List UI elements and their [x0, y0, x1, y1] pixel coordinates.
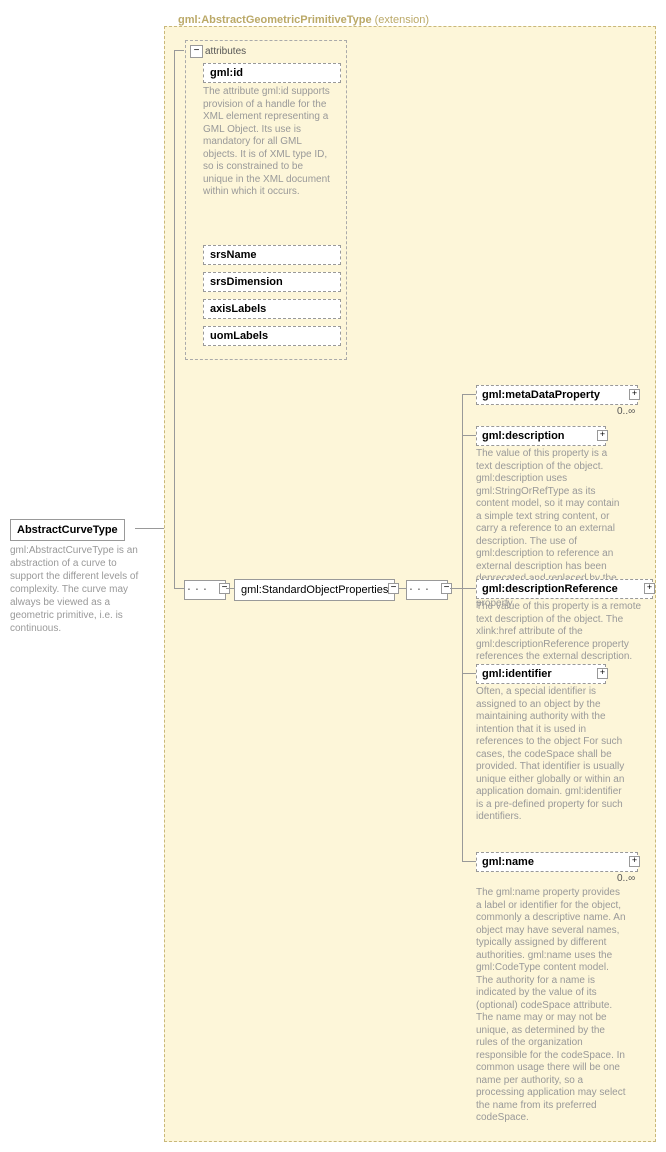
connector [174, 50, 184, 51]
connector [462, 394, 463, 862]
extension-suffix: (extension) [375, 14, 429, 26]
attr-axislabels: axisLabels [203, 299, 341, 319]
elem-name-desc: The gml:name property provides a label o… [476, 887, 626, 1125]
root-type-label: AbstractCurveType [17, 524, 118, 536]
attr-srsdimension: srsDimension [203, 272, 341, 292]
connector [174, 50, 175, 528]
connector [462, 435, 476, 436]
attr-uomlabels: uomLabels [203, 326, 341, 346]
elem-identifier: gml:identifier [476, 664, 606, 684]
attr-gml-id-desc: The attribute gml:id supports provision … [203, 86, 331, 199]
diagram-canvas: gml:AbstractGeometricPrimitiveType (exte… [0, 0, 666, 1152]
connector [462, 588, 476, 589]
extension-type-name: gml:AbstractGeometricPrimitiveType [178, 14, 372, 26]
connector [462, 861, 476, 862]
standard-obj-props-box: gml:StandardObjectProperties [234, 579, 395, 601]
expand-icon[interactable]: + [629, 389, 640, 400]
root-type-box: AbstractCurveType [10, 519, 125, 541]
collapse-icon[interactable]: − [190, 45, 203, 58]
elem-description: gml:description [476, 426, 606, 446]
connector [462, 673, 476, 674]
elem-descriptionreference-desc: The value of this property is a remote t… [476, 601, 646, 664]
elem-descriptionreference: gml:descriptionReference [476, 579, 653, 599]
standard-obj-props-label: gml:StandardObjectProperties [241, 584, 388, 596]
connector [135, 528, 164, 529]
extension-label: gml:AbstractGeometricPrimitiveType (exte… [178, 14, 429, 26]
elem-metadataproperty: gml:metaDataProperty [476, 385, 638, 405]
root-type-desc: gml:AbstractCurveType is an abstraction … [10, 544, 148, 635]
cardinality: 0..∞ [617, 406, 635, 417]
expand-icon[interactable]: + [597, 668, 608, 679]
attr-srsname: srsName [203, 245, 341, 265]
expand-icon[interactable]: + [644, 583, 655, 594]
expand-icon[interactable]: + [597, 430, 608, 441]
attr-gml-id: gml:id [203, 63, 341, 83]
cardinality: 0..∞ [617, 873, 635, 884]
connector [462, 394, 476, 395]
connector [174, 588, 184, 589]
connector [398, 588, 406, 589]
elem-identifier-desc: Often, a special identifier is assigned … [476, 686, 626, 824]
connector [174, 528, 175, 589]
attributes-title: attributes [205, 46, 246, 57]
connector [226, 588, 234, 589]
connector [450, 588, 462, 589]
expand-icon[interactable]: + [629, 856, 640, 867]
elem-name: gml:name [476, 852, 638, 872]
